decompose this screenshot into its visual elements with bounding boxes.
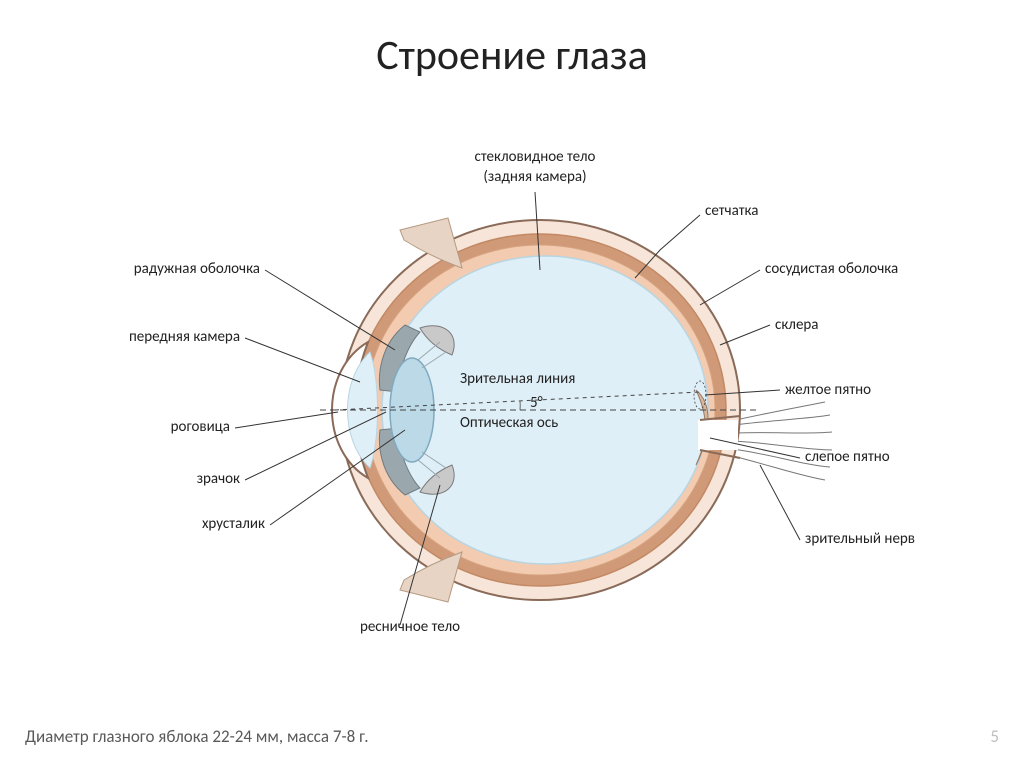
label-vitreous-2: (задняя камера) [420,168,650,186]
label-cornea: роговица [60,418,230,436]
footer-text: Диаметр глазного яблока 22-24 мм, масса … [25,726,369,747]
label-retina: сетчатка [705,202,758,220]
label-angle: 5° [530,394,543,412]
label-optic-nerve: зрительный нерв [805,530,915,548]
label-anterior-chamber: передняя камера [60,328,240,346]
label-sclera: склера [775,316,818,334]
eye-diagram: стекловидное тело (задняя камера) сетчат… [0,120,1024,680]
label-visual-line: Зрительная линия [460,370,575,388]
label-blind-spot: слепое пятно [805,448,890,466]
label-lens: хрусталик [60,515,265,533]
label-macula: желтое пятно [785,381,871,399]
label-ciliary-body: ресничное тело [310,618,510,636]
label-iris: радужная оболочка [60,260,260,278]
label-optical-axis: Оптическая ось [460,414,558,432]
eye-svg [0,120,1024,680]
label-vitreous-1: стекловидное тело [420,148,650,166]
label-choroid: сосудистая оболочка [765,260,898,278]
page-title: Строение глаза [0,30,1024,81]
label-pupil: зрачок [60,470,240,488]
page-number: 5 [990,726,999,747]
